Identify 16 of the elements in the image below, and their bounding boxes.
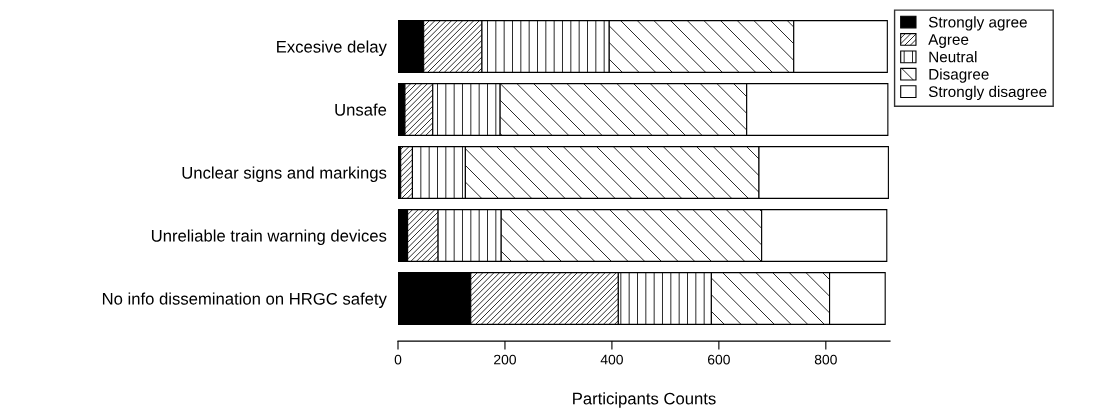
legend-label: Strongly agree [928, 16, 1027, 31]
legend-label: Agree [928, 34, 969, 48]
x-axis-title: Participants Counts [573, 392, 716, 408]
x-tick-label: 800 [814, 354, 837, 365]
y-tick-label: Unsafe [335, 103, 387, 116]
y-tick-label: Unreliable train warning devices [151, 229, 387, 245]
x-tick-label: 600 [707, 354, 730, 365]
legend-label: Disagree [929, 68, 989, 83]
x-tick-label: 0 [394, 354, 402, 365]
y-tick-label: No info dissemination on HRGC safety [102, 292, 387, 308]
y-tick-label: Unclear signs and markings [182, 166, 387, 182]
legend-label: Neutral [929, 51, 977, 63]
x-tick-label: 200 [494, 354, 516, 365]
legend-label: Strongly disagree [928, 85, 1047, 101]
x-tick-label: 400 [600, 354, 623, 365]
y-tick-label: Excesive delay [277, 40, 387, 56]
